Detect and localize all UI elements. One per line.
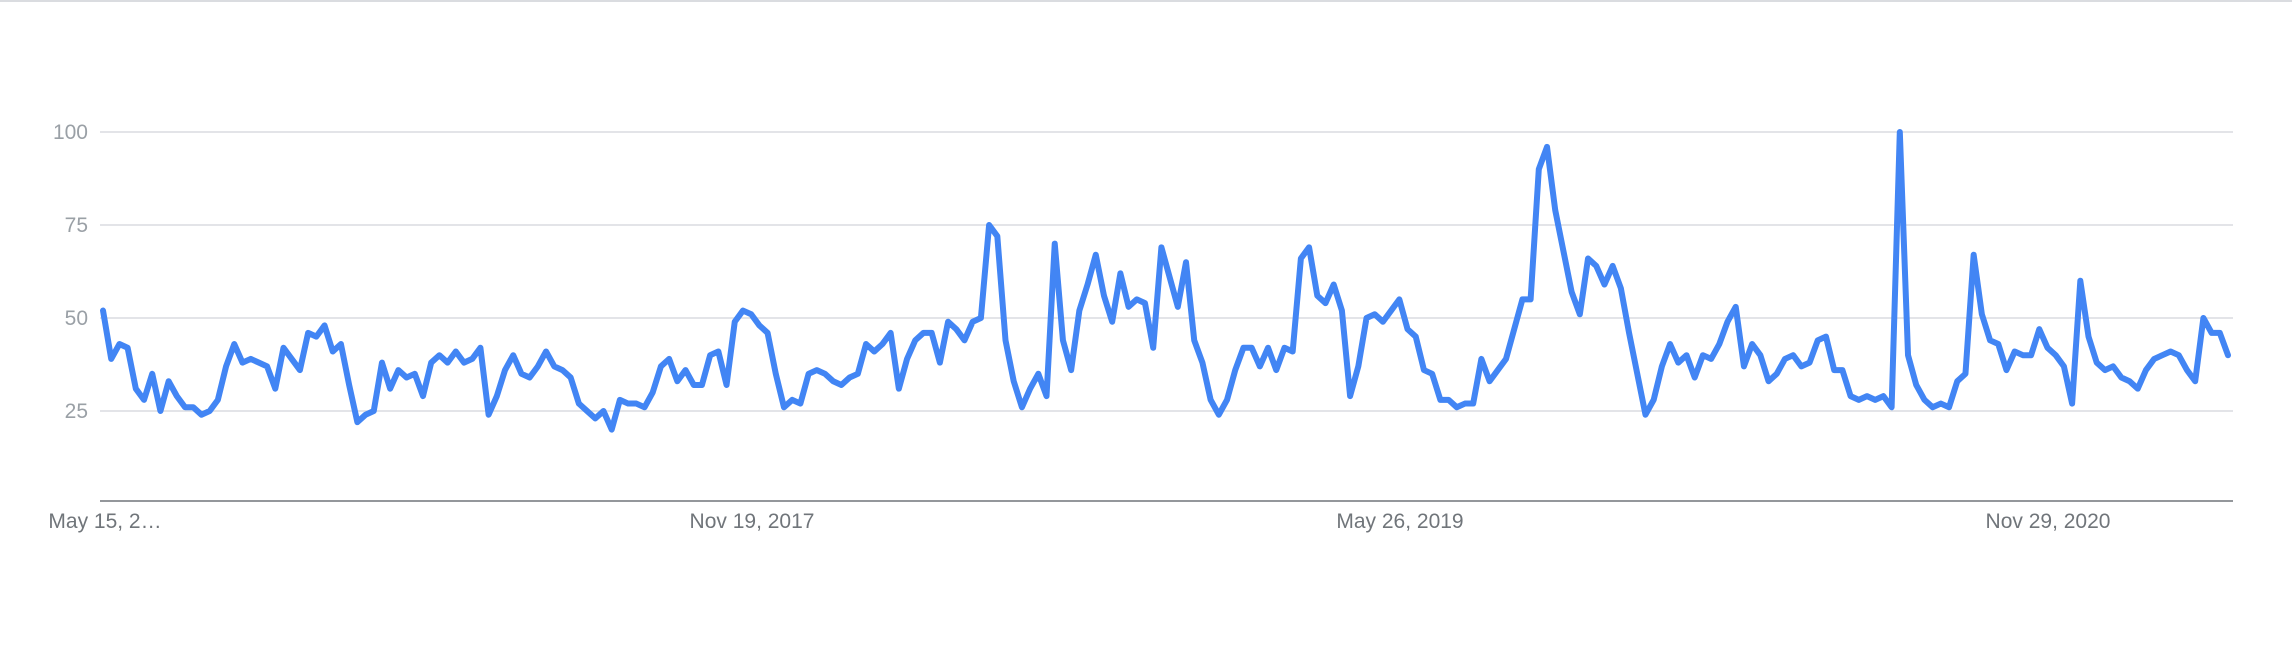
x-tick-label: May 15, 2… xyxy=(48,510,161,533)
y-tick-label: 25 xyxy=(65,400,88,423)
y-tick-label: 100 xyxy=(53,121,88,144)
x-tick-label: Nov 29, 2020 xyxy=(1986,510,2111,533)
series-line-0 xyxy=(100,129,2231,433)
x-tick-label: Nov 19, 2017 xyxy=(690,510,815,533)
y-tick-label: 50 xyxy=(65,307,88,330)
y-tick-label: 75 xyxy=(65,214,88,237)
x-tick-label: May 26, 2019 xyxy=(1336,510,1463,533)
top-divider xyxy=(0,0,2292,2)
